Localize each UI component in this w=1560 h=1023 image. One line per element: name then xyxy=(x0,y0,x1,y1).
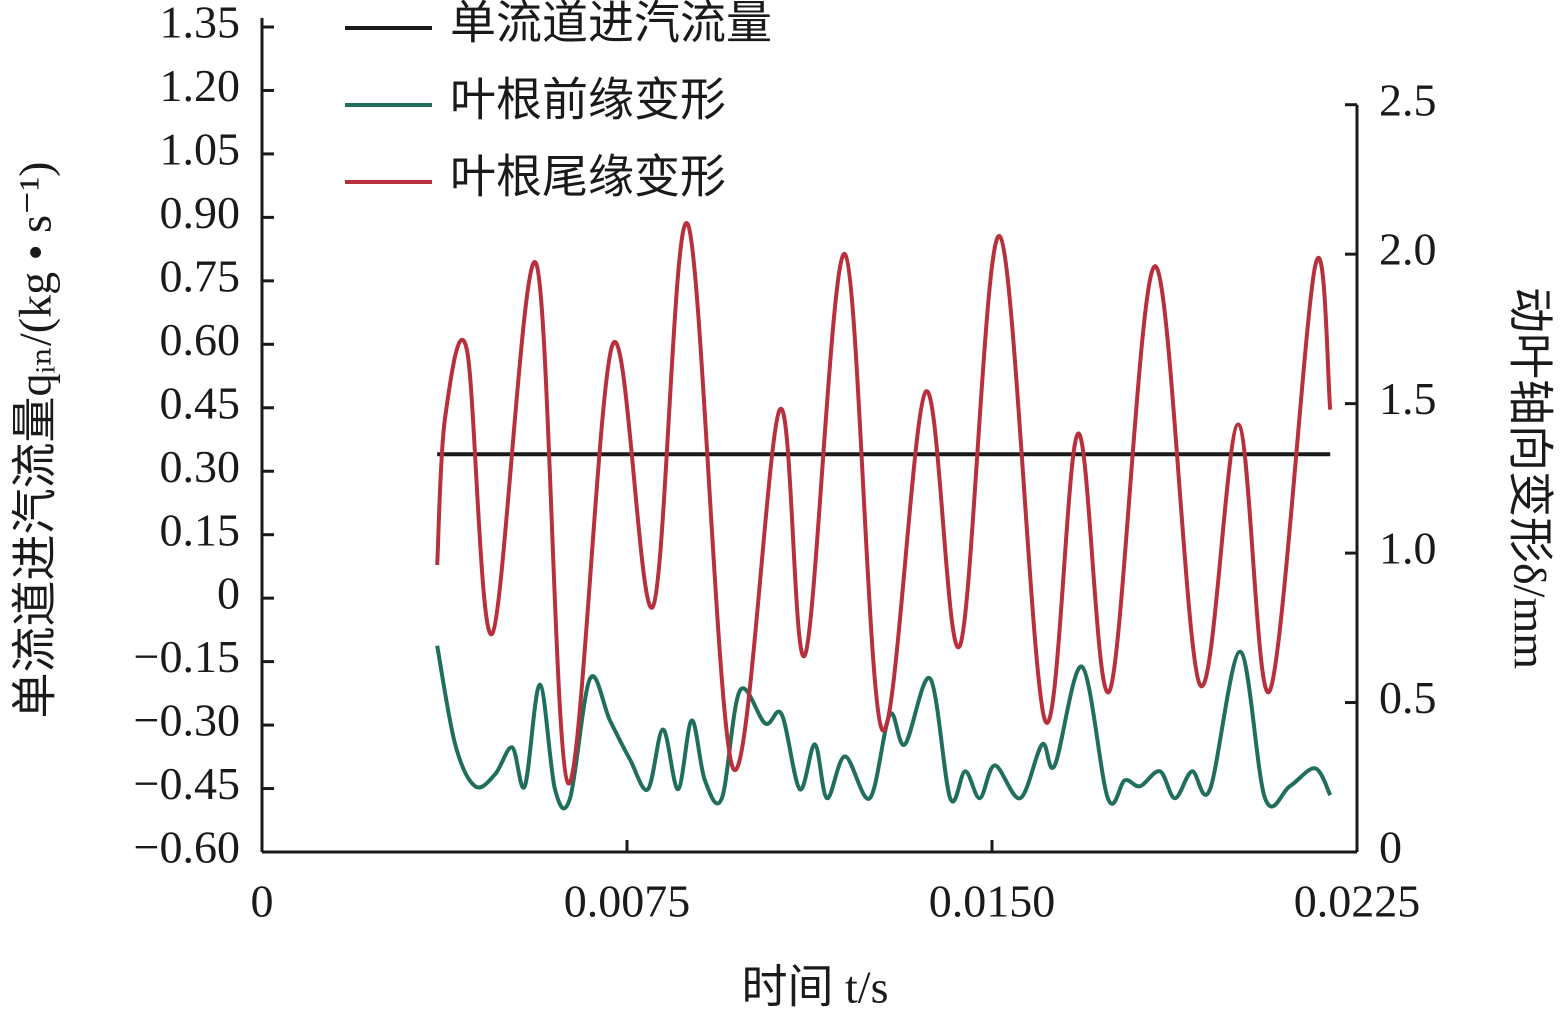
y2-tick-label: 0.5 xyxy=(1379,672,1437,723)
legend-label: 叶根尾缘变形 xyxy=(450,152,726,203)
y-tick-label: 0 xyxy=(217,568,240,619)
series-line xyxy=(435,645,1333,811)
y-tick-label: 1.20 xyxy=(160,60,241,111)
x-axis-title: 时间 t/s xyxy=(742,962,889,1013)
x-tick-label: 0.0150 xyxy=(929,876,1056,927)
y-tick-label: −0.60 xyxy=(134,822,240,873)
y-axis-title: 单流道进汽流量qᵢₙ/(kg • s⁻¹) xyxy=(10,162,61,719)
y-tick-label: 0.60 xyxy=(160,314,241,365)
y-tick-label: 0.75 xyxy=(160,250,241,301)
y2-tick-label: 2.5 xyxy=(1379,74,1437,125)
y-tick-label: −0.30 xyxy=(134,695,240,746)
legend-label: 叶根前缘变形 xyxy=(450,75,726,126)
x-tick-label: 0 xyxy=(251,876,274,927)
y-tick-label: −0.15 xyxy=(134,631,240,682)
y2-tick-label: 2.0 xyxy=(1379,224,1437,275)
y2-tick-label: 1.5 xyxy=(1379,373,1437,424)
y-tick-label: 0.90 xyxy=(160,187,241,238)
y-tick-label: −0.45 xyxy=(134,758,240,809)
series-line xyxy=(435,221,1333,786)
legend-label: 单流道进汽流量 xyxy=(450,0,772,49)
y-tick-label: 0.45 xyxy=(160,377,241,428)
y-tick-label: 0.30 xyxy=(160,441,241,492)
y2-tick-label: 0 xyxy=(1379,822,1402,873)
y2-axis-title: 动叶轴向变形δ/mm xyxy=(1504,287,1555,669)
y-tick-label: 1.05 xyxy=(160,123,241,174)
x-tick-label: 0.0075 xyxy=(564,876,691,927)
y2-tick-label: 1.0 xyxy=(1379,523,1437,574)
x-tick-label: 0.0225 xyxy=(1294,876,1421,927)
y-tick-label: 0.15 xyxy=(160,504,241,555)
y-tick-label: 1.35 xyxy=(160,0,241,48)
